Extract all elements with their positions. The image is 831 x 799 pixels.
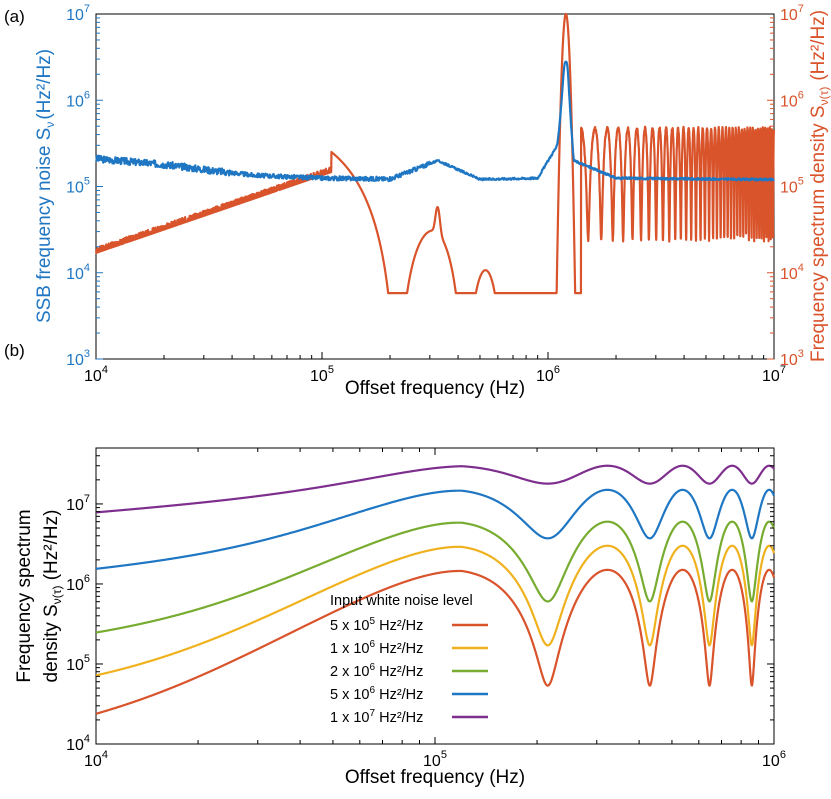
- b-y-tick-label: 105: [66, 653, 90, 674]
- b-x-tick-label: 104: [84, 749, 108, 770]
- panel-a-right-y-axis-label: Frequency spectrum density Sν(τ) (Hz²/Hz): [808, 10, 831, 362]
- a-series-ssb-frequency-noise: [95, 60, 775, 183]
- a-right-y-tick-label: 107: [780, 3, 804, 24]
- panel-b-x-axis-label: Offset frequency (Hz): [345, 767, 525, 788]
- right-ylabel-sub: ν(τ): [817, 87, 831, 106]
- legend-item: 1 x 106 Hz²/Hz: [330, 639, 488, 657]
- b-y-tick-label: 104: [66, 733, 90, 754]
- b-ylabel-unit: (Hz²/Hz): [41, 510, 62, 586]
- legend-title: Input white noise level: [330, 593, 473, 609]
- panel-a-left-y-axis-label: SSB frequency noise Sν (Hz²/Hz): [34, 49, 57, 323]
- panel-b: (b) 104 105 106 104 105 106 107 Offset freque…: [4, 341, 786, 788]
- b-series-line: [95, 544, 776, 677]
- a-right-y-tick-label: 103: [780, 348, 804, 369]
- legend-item: 5 x 105 Hz²/Hz: [330, 616, 488, 634]
- right-ylabel-unit: (Hz²/Hz): [808, 10, 829, 81]
- b-y-tick-label: 106: [66, 573, 90, 594]
- legend-item: 2 x 106 Hz²/Hz: [330, 662, 488, 680]
- a-right-y-tick-label: 105: [780, 176, 804, 197]
- legend-item-label: 1 x 107 Hz²/Hz: [330, 708, 423, 726]
- panel-b-label: (b): [4, 341, 25, 360]
- a-right-y-tick-label: 104: [780, 262, 804, 283]
- b-ylabel-sub: ν(τ): [50, 586, 64, 605]
- b-series-line: [95, 520, 776, 634]
- legend-item-label: 1 x 106 Hz²/Hz: [330, 639, 423, 657]
- b-ylabel-main: density S: [41, 604, 62, 682]
- a-left-y-tick-label: 103: [66, 348, 90, 369]
- b-y-tick-label: 107: [66, 493, 90, 514]
- a-x-tick-label: 107: [762, 364, 786, 385]
- a-left-y-tick-label: 104: [66, 262, 90, 283]
- b-series-line: [95, 488, 776, 570]
- a-right-y-tick-label: 106: [780, 89, 804, 110]
- a-left-y-tick-label: 106: [66, 89, 90, 110]
- a-left-y-tick-label: 107: [66, 3, 90, 24]
- panel-a-x-axis-label: Offset frequency (Hz): [345, 378, 525, 399]
- legend-item: 5 x 106 Hz²/Hz: [330, 685, 488, 703]
- panel-a-frame: [95, 13, 775, 360]
- b-series-line: [95, 464, 775, 514]
- left-ylabel-main: SSB frequency noise S: [34, 128, 55, 323]
- a-left-y-tick-label: 105: [66, 176, 90, 197]
- a-x-tick-label: 106: [536, 364, 560, 385]
- panel-b-y-axis-label-line1: Frequency spectrum: [14, 509, 35, 682]
- b-x-tick-label: 105: [423, 749, 447, 770]
- b-series-line: [95, 568, 776, 715]
- b-x-tick-label: 106: [762, 749, 786, 770]
- panel-b-y-axis-label-line2: density Sν(τ) (Hz²/Hz): [41, 510, 64, 683]
- legend: Input white noise level 5 x 105 Hz²/Hz 1 …: [330, 593, 488, 726]
- right-ylabel-main: Frequency spectrum density S: [808, 105, 829, 362]
- legend-item: 1 x 107 Hz²/Hz: [330, 708, 488, 726]
- a-x-tick-label: 105: [310, 364, 334, 385]
- a-series-frequency-spectrum-density: [94, 12, 776, 295]
- a-x-tick-label: 104: [84, 364, 108, 385]
- legend-item-label: 5 x 106 Hz²/Hz: [330, 685, 423, 703]
- legend-item-label: 5 x 105 Hz²/Hz: [330, 616, 423, 634]
- left-ylabel-sub: ν: [43, 122, 57, 128]
- panel-a-label: (a): [4, 7, 25, 26]
- left-ylabel-unit: (Hz²/Hz): [34, 49, 55, 120]
- legend-item-label: 2 x 106 Hz²/Hz: [330, 662, 423, 680]
